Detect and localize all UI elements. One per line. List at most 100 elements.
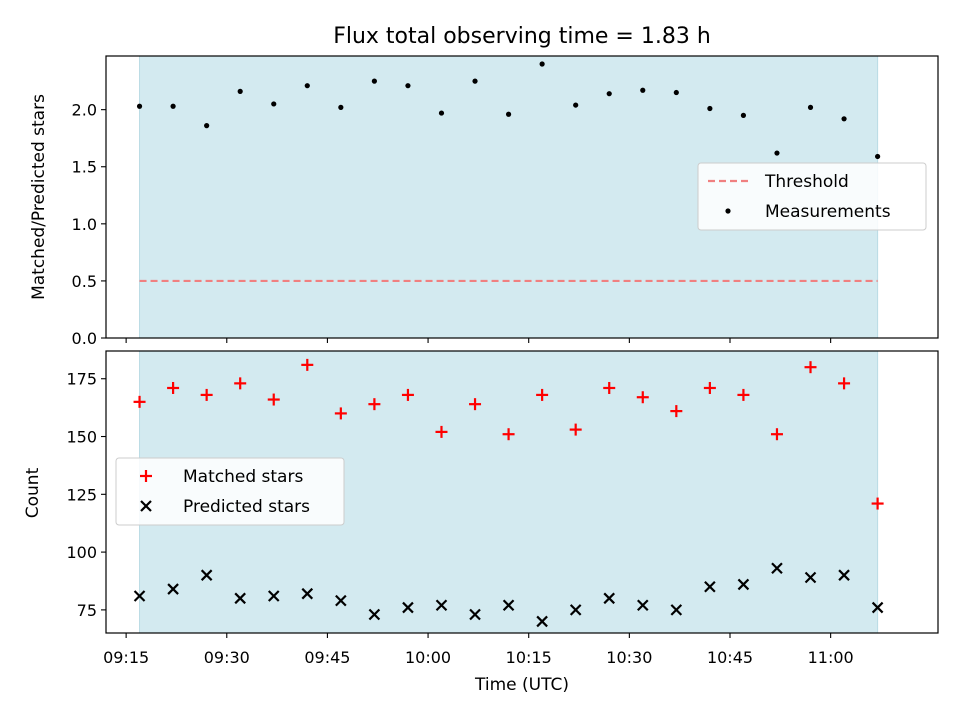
matched-star-point [267,393,280,406]
measurement-point [371,78,377,84]
bottom-y-tick-label: 150 [66,428,97,447]
top-y-tick-label: 0.5 [72,272,97,291]
predicted-star-point [804,571,817,584]
bottom-y-tick-label: 100 [66,543,97,562]
predicted-star-point [536,615,548,628]
measurement-point [472,78,478,84]
matched-star-point [703,381,716,394]
matched-star-point [770,428,783,441]
measurement-point [841,116,847,122]
predicted-star-point [368,608,381,621]
measurement-point [539,61,545,67]
top-y-tick-label: 1.0 [72,215,97,234]
x-tick-label: 09:30 [204,648,250,667]
predicted-star-point [402,601,414,614]
top-panel: 0.00.51.01.52.0 Matched/Predicted stars … [29,55,939,348]
matched-star-point [670,405,683,418]
predicted-star-point [502,599,515,612]
x-tick-label: 09:15 [103,648,149,667]
matched-star-point [167,381,180,394]
measurement-point [237,88,243,94]
matched-star-point [368,398,381,411]
matched-star-point [301,358,314,371]
measurement-point [170,103,176,109]
top-y-tick-label: 1.5 [72,158,97,177]
measurement-point [875,153,881,160]
matched-star-point [636,391,649,404]
measurement-point [136,103,143,109]
measurement-point [271,101,277,107]
predicted-star-point [704,580,716,593]
predicted-star-point [737,578,750,591]
predicted-star-point [771,562,783,575]
predicted-star-point [469,608,481,621]
matched-stars-points [133,358,884,510]
top-plot-frame [105,55,939,339]
predicted-star-point [670,604,683,616]
measurement-point [807,104,814,110]
x-tick-label: 09:45 [304,648,350,667]
bottom-panel: 75 100 125 150 175 09:15 09:30 09:45 10:00 10:15 1… [23,350,939,695]
measurement-point [640,87,646,93]
top-y-axis-label: Matched/Predicted stars [29,94,49,300]
predicted-star-point [200,569,213,581]
x-tick-label: 10:45 [707,648,753,667]
matched-star-point [804,361,817,374]
legend-matched-label: Matched stars [183,467,303,487]
legend-predicted-label: Predicted stars [183,497,310,517]
measurement-point [405,83,411,89]
top-axes: 0.0 0.5 1.0 1.5 2.0 [72,101,832,348]
predicted-star-point [435,599,448,612]
bottom-axes: 75 100 125 150 175 09:15 09:30 09:45 10:00 10:15 1… [66,370,853,667]
matched-star-point [435,425,448,438]
predicted-star-point [569,604,582,616]
top-legend: Threshold Measurements [697,162,927,231]
bottom-y-tick-label: 75 [77,601,97,620]
bottom-y-tick-label: 175 [66,370,97,389]
matched-star-point [334,407,347,420]
x-axis-label: Time (UTC) [474,675,569,695]
predicted-star-point [335,594,347,607]
predicted-star-point [133,590,146,602]
measurement-point [573,102,579,108]
legend-matched-swatch [140,470,152,482]
predicted-star-point [838,569,850,581]
top-y-tick-label: 0.0 [72,329,97,348]
matched-star-point [569,423,582,436]
x-tick-label: 10:30 [606,648,652,667]
x-tick-label: 10:00 [405,648,451,667]
measurement-point [505,111,512,117]
top-legend-box [697,162,927,231]
legend-threshold-label: Threshold [764,172,849,192]
chart-title: Flux total observing time = 1.83 h [333,24,711,49]
measurement-point [438,110,445,116]
measurement-point [740,112,747,118]
matched-star-point [838,377,851,390]
predicted-star-point [267,590,280,602]
matched-star-point [603,381,616,394]
predicted-star-point [636,599,649,612]
bottom-y-axis-label: Count [23,467,43,518]
predicted-star-point [871,601,884,614]
measurement-point [707,105,713,112]
bottom-legend-box [115,457,345,526]
measurements-points [136,61,881,160]
matched-star-point [737,388,750,401]
measurement-point [204,123,210,129]
matched-star-point [200,388,213,401]
matched-star-point [401,388,414,401]
top-y-tick-label: 2.0 [72,101,97,120]
matched-star-point [133,395,146,408]
measurement-point [304,83,310,89]
measurement-point [338,104,344,110]
legend-measurements-label: Measurements [765,202,891,222]
measurement-point [774,150,780,156]
x-tick-label: 10:15 [506,648,552,667]
predicted-star-point [234,592,246,605]
predicted-star-point [301,587,314,600]
predicted-stars-points [133,562,884,628]
bottom-legend: Matched stars Predicted stars [115,457,345,526]
matched-star-point [536,388,549,401]
bottom-y-tick-label: 125 [66,485,97,504]
predicted-star-point [167,583,179,595]
